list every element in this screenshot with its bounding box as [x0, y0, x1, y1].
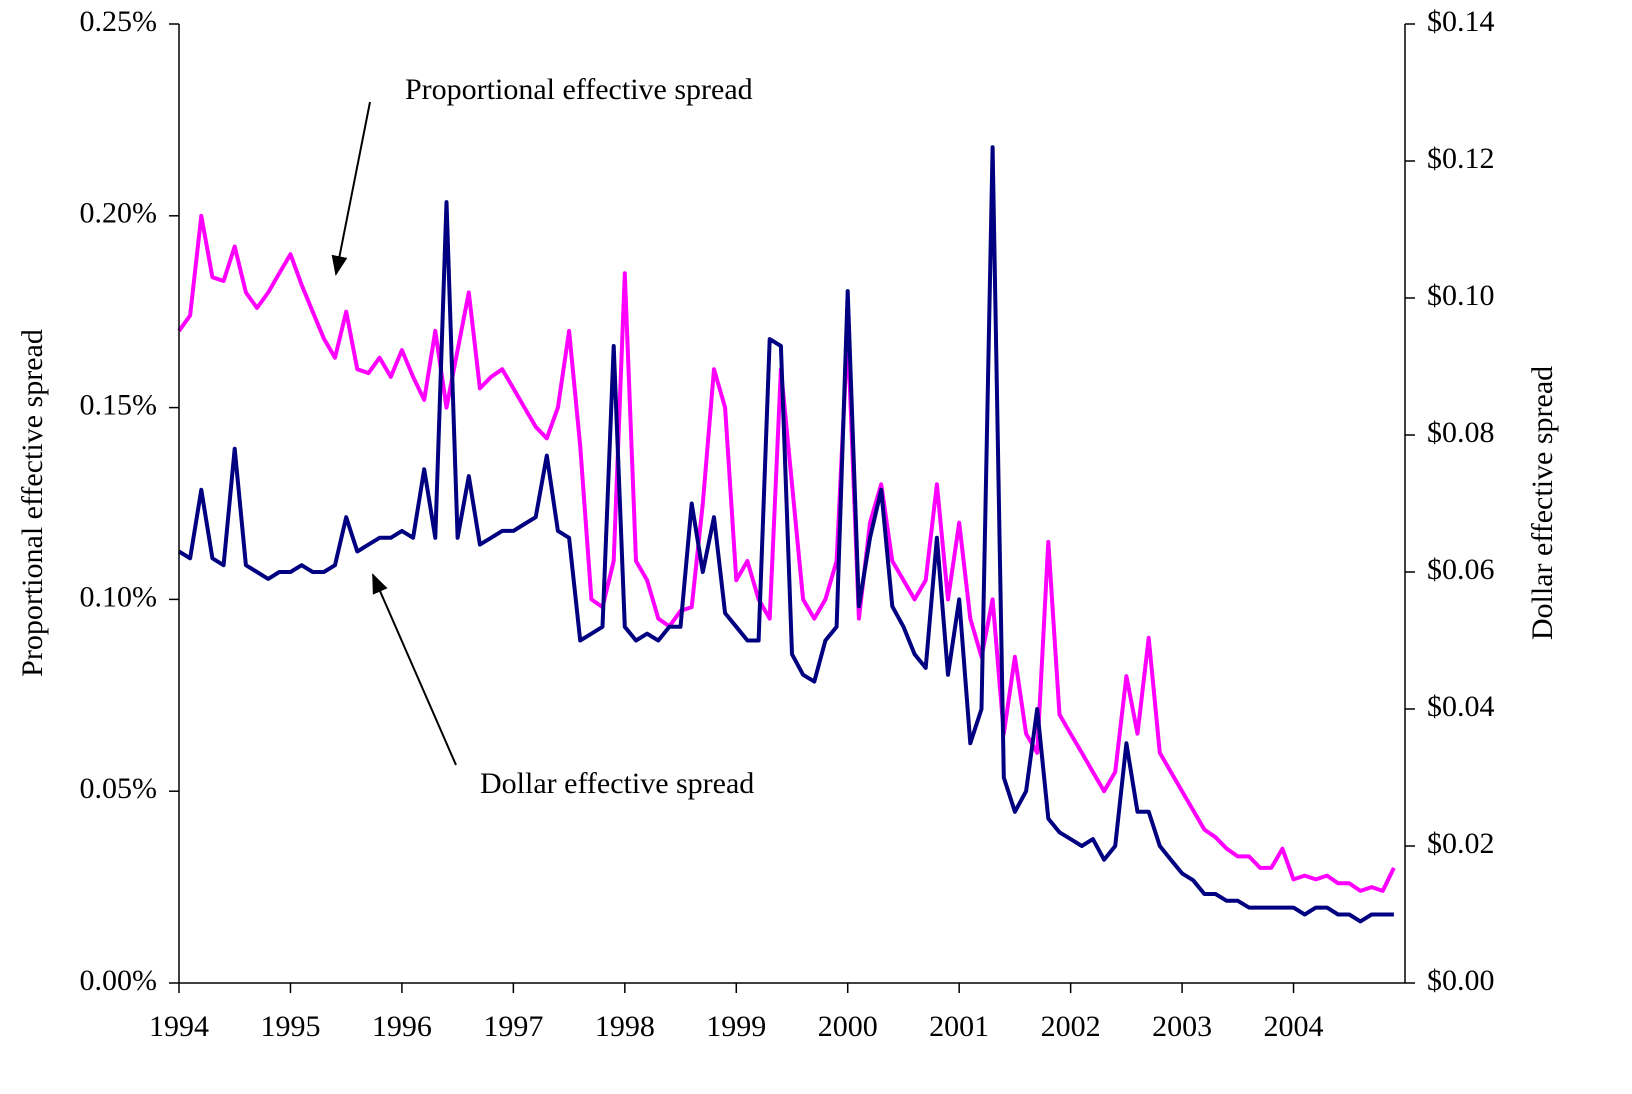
y2-tick-label: $0.00	[1427, 964, 1495, 997]
x-tick-label: 1996	[372, 1010, 432, 1043]
y-tick-label: 0.15%	[80, 388, 158, 421]
x-tick-label: 1997	[483, 1010, 543, 1043]
series-line	[177, 145, 1394, 924]
annotation-arrow	[372, 573, 457, 766]
y2-tick-label: $0.14	[1427, 5, 1495, 38]
x-tick-label: 2000	[818, 1010, 878, 1043]
y-tick-label: 0.20%	[80, 197, 158, 230]
y-tick-label: 0.05%	[80, 772, 158, 805]
x-tick-label: 1999	[706, 1010, 766, 1043]
y-tick-label: 0.00%	[80, 964, 158, 997]
y-tick-label: 0.10%	[80, 580, 158, 613]
x-tick-label: 2002	[1041, 1010, 1101, 1043]
y2-axis-title: Dollar effective spread	[1526, 366, 1559, 640]
y2-tick-label: $0.10	[1427, 279, 1495, 312]
y2-tick-label: $0.08	[1427, 416, 1495, 449]
y-axis-title: Proportional effective spread	[16, 329, 49, 677]
series-line	[177, 213, 1396, 893]
x-tick-label: 2003	[1152, 1010, 1212, 1043]
y2-tick-label: $0.04	[1427, 690, 1495, 723]
y-tick-label: 0.25%	[80, 5, 158, 38]
y2-tick-label: $0.06	[1427, 553, 1495, 586]
x-tick-label: 1995	[260, 1010, 320, 1043]
y2-tick-label: $0.02	[1427, 827, 1495, 860]
annotation-arrow	[331, 101, 371, 276]
annotation: Proportional effective spread	[405, 73, 753, 106]
x-tick-label: 1994	[149, 1010, 209, 1043]
annotation: Dollar effective spread	[480, 767, 754, 800]
x-tick-label: 2001	[929, 1010, 989, 1043]
y2-tick-label: $0.12	[1427, 142, 1495, 175]
x-tick-label: 1998	[595, 1010, 655, 1043]
x-tick-label: 2004	[1264, 1010, 1324, 1043]
